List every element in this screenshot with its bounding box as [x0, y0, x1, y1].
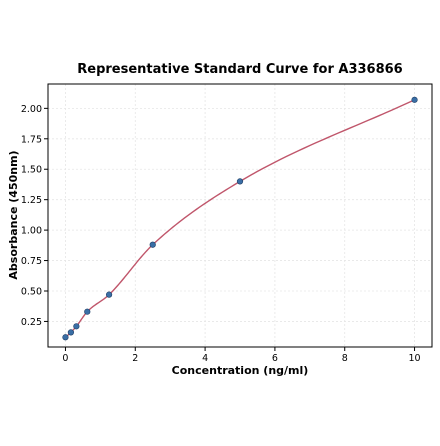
- axes-frame: [47, 83, 433, 348]
- y-tick-label: 0.25: [21, 317, 42, 328]
- y-tick-label: 1.75: [21, 134, 42, 145]
- y-tick-label: 0.50: [21, 286, 42, 297]
- x-tick-label: 4: [202, 353, 208, 364]
- y-axis-ticks: 0.25 0.50 0.75 1.00 1.25 1.50 1.75 2.00: [21, 104, 48, 328]
- chart-title: Representative Standard Curve for A33686…: [77, 62, 402, 77]
- data-point: [84, 308, 91, 315]
- y-tick-label: 1.50: [21, 165, 42, 176]
- data-point: [62, 334, 69, 341]
- x-axis-label: Concentration (ng/ml): [172, 364, 309, 377]
- y-tick-label: 1.25: [21, 195, 42, 206]
- x-tick-label: 8: [342, 353, 348, 364]
- data-point: [411, 96, 418, 103]
- x-tick-label: 0: [62, 353, 68, 364]
- x-tick-label: 2: [132, 353, 138, 364]
- x-tick-label: 10: [408, 353, 420, 364]
- data-points-layer: [62, 96, 418, 341]
- y-tick-label: 1.00: [21, 226, 42, 237]
- y-tick-label: 2.00: [21, 104, 42, 115]
- data-point: [149, 241, 156, 248]
- data-point: [67, 329, 75, 336]
- x-tick-label: 6: [272, 353, 278, 364]
- data-point: [105, 291, 113, 298]
- data-point: [73, 323, 80, 330]
- y-tick-label: 0.75: [21, 256, 42, 267]
- y-axis-label: Absorbance (450nm): [7, 150, 20, 279]
- data-point: [236, 178, 244, 185]
- x-axis-ticks: 0 2 4 6 8 10: [62, 347, 421, 364]
